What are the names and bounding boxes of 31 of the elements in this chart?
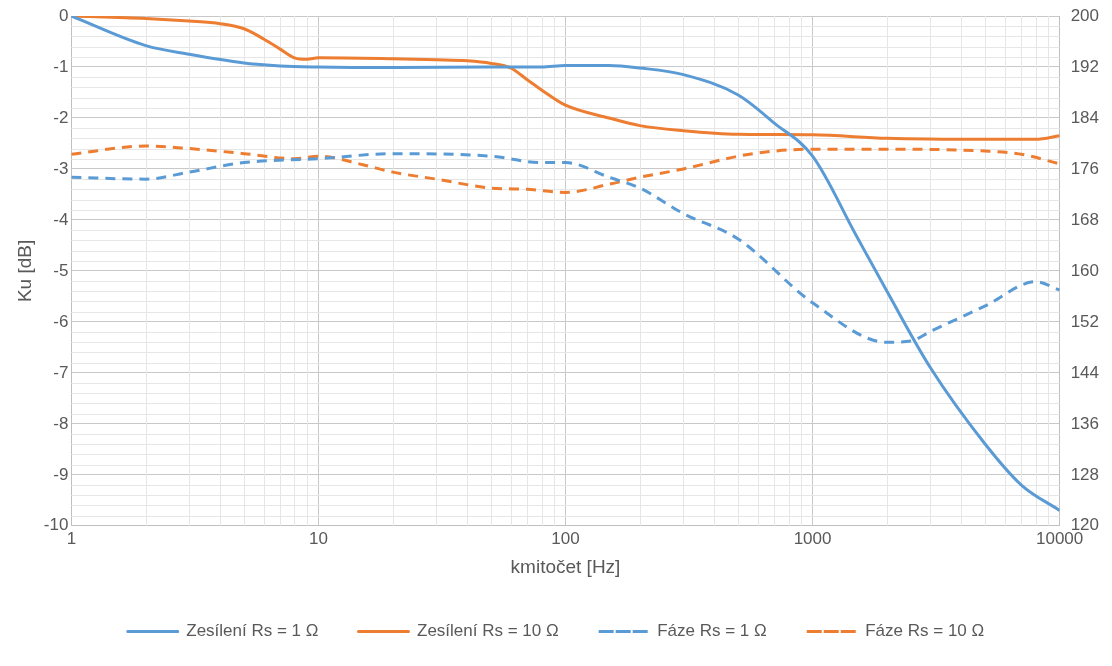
legend-label: Zesílení Rs = 1 Ω [186, 621, 319, 641]
y-tick-label: -10 [43, 515, 69, 535]
y2-tick-label: 160 [1070, 260, 1100, 280]
y-tick-label: -1 [53, 56, 69, 76]
x-tick-label: 100 [551, 528, 580, 548]
y-tick-label: -3 [53, 158, 69, 178]
x-tick-label: 1 [66, 528, 77, 548]
y2-tick-label: 128 [1070, 464, 1100, 484]
y-axis-title: Ku [dB] [13, 239, 35, 303]
y-tick-label: -5 [53, 260, 69, 280]
y-tick-label: -9 [53, 464, 69, 484]
x-tick-label: 10 [308, 528, 328, 548]
y-tick-label: -2 [53, 107, 69, 127]
legend-label: Fáze Rs = 10 Ω [865, 621, 985, 641]
y-tick-label: -4 [53, 209, 69, 229]
y-tick-label: -8 [53, 413, 69, 433]
y-tick-label: -7 [53, 362, 69, 382]
y2-tick-label: 184 [1070, 107, 1100, 127]
y2-tick-label: 144 [1070, 362, 1100, 382]
x-axis-title: kmitočet [Hz] [510, 555, 621, 577]
y2-tick-label: 192 [1070, 56, 1100, 76]
y2-tick-label: 168 [1070, 209, 1100, 229]
y2-tick-label: 136 [1070, 413, 1100, 433]
y2-tick-label: 176 [1070, 158, 1100, 178]
legend-label: Fáze Rs = 1 Ω [657, 621, 767, 641]
y2-tick-label: 200 [1070, 5, 1100, 25]
x-tick-label: 1000 [793, 528, 832, 548]
y-tick-label: 0 [58, 5, 69, 25]
y-tick-label: -6 [53, 311, 69, 331]
y2-tick-label: 152 [1070, 311, 1100, 331]
legend-label: Zesílení Rs = 10 Ω [416, 621, 559, 641]
